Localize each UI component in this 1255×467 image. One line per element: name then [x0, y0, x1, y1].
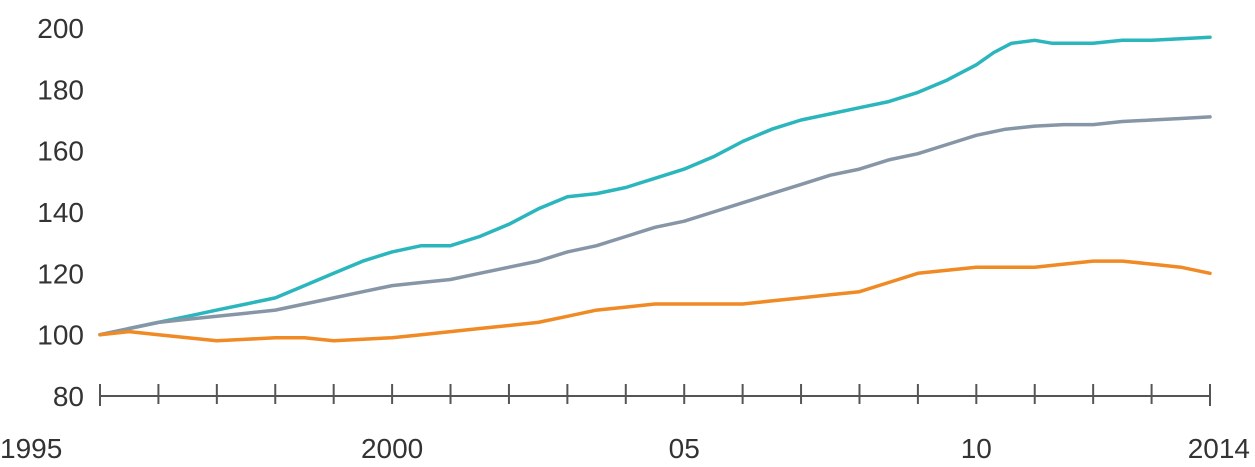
series-line-2 [98, 115, 1212, 337]
y-tick-label-120: 120 [37, 258, 84, 289]
y-tick-label-80: 80 [53, 381, 84, 412]
y-tick-label-140: 140 [37, 197, 84, 228]
x-axis-labels: 1995 2000 05 10 2014 [0, 433, 1250, 464]
y-tick-label-160: 160 [37, 136, 84, 167]
x-tick-label-2005: 05 [669, 433, 700, 464]
x-tick-label-2014: 2014 [1188, 433, 1250, 464]
y-tick-label-100: 100 [37, 320, 84, 351]
y-tick-label-200: 200 [37, 13, 84, 44]
x-axis [99, 384, 1211, 406]
series-line-1 [98, 35, 1212, 337]
x-tick-label-1995: 1995 [0, 433, 62, 464]
y-tick-label-180: 180 [37, 74, 84, 105]
x-tick-label-2000: 2000 [361, 433, 423, 464]
series-layer [98, 35, 1212, 343]
x-tick-label-2010: 10 [961, 433, 992, 464]
series-line-3 [98, 259, 1212, 343]
y-axis-labels: 80 100 120 140 160 180 200 [37, 13, 84, 412]
